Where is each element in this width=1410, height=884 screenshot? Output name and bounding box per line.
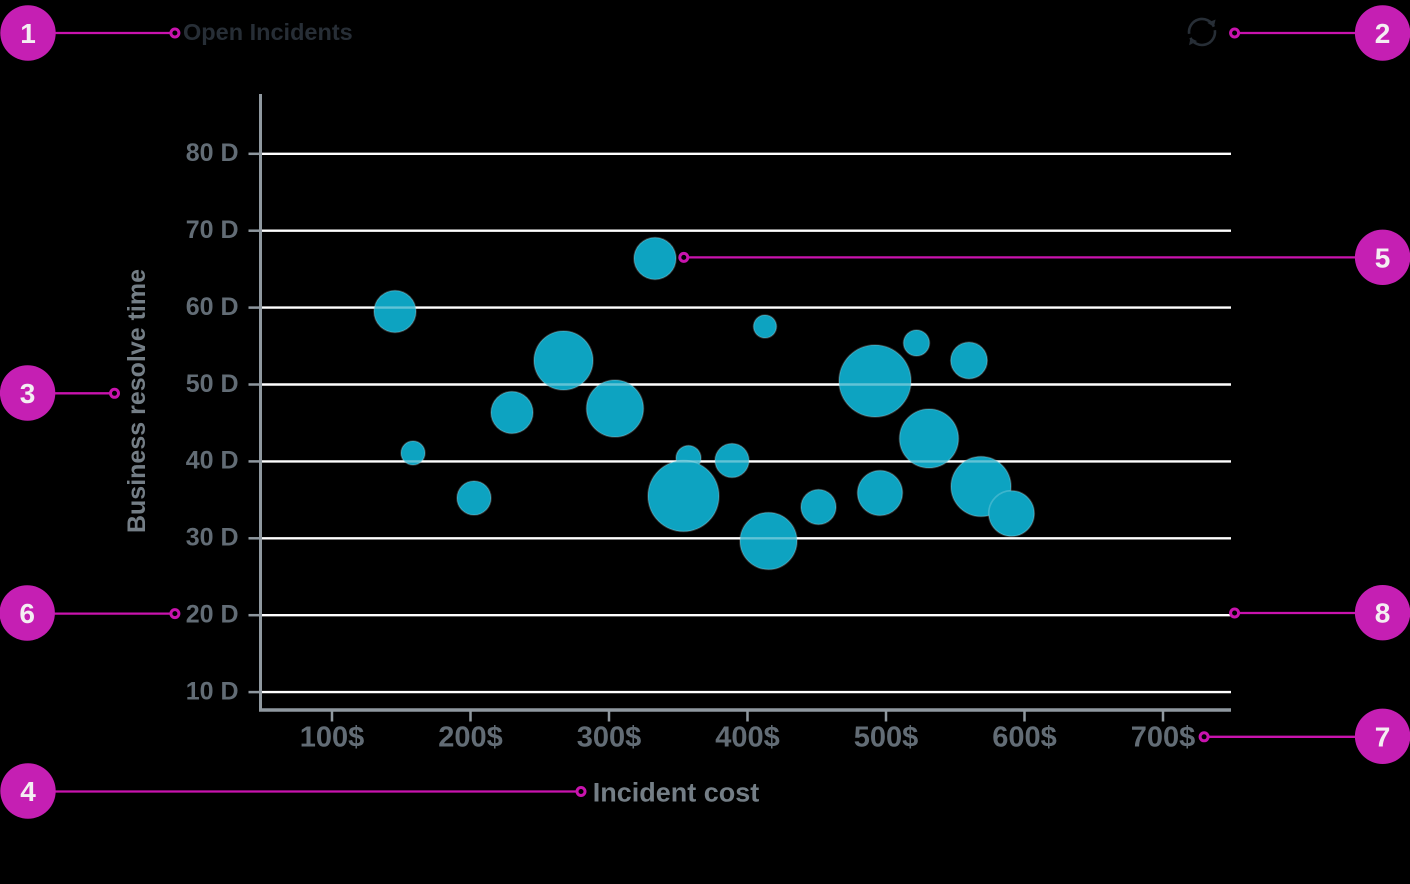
svg-text:300$: 300$ (577, 722, 642, 754)
svg-text:400$: 400$ (715, 722, 780, 754)
svg-text:4: 4 (20, 776, 36, 807)
svg-text:500$: 500$ (854, 722, 919, 754)
svg-text:10 D: 10 D (186, 677, 239, 705)
svg-text:100$: 100$ (300, 722, 365, 754)
svg-text:80 D: 80 D (186, 139, 239, 167)
svg-text:6: 6 (19, 598, 35, 629)
svg-text:7: 7 (1375, 721, 1391, 752)
svg-text:1: 1 (20, 18, 36, 49)
svg-text:20 D: 20 D (186, 601, 239, 629)
svg-text:700$: 700$ (1131, 722, 1196, 754)
svg-text:8: 8 (1375, 598, 1391, 629)
svg-text:Incident cost: Incident cost (593, 778, 760, 808)
svg-text:Open Incidents: Open Incidents (183, 19, 353, 45)
svg-text:40 D: 40 D (186, 447, 239, 475)
svg-text:3: 3 (20, 378, 36, 409)
svg-text:Business resolve time: Business resolve time (123, 269, 151, 533)
svg-text:60 D: 60 D (186, 293, 239, 321)
svg-text:5: 5 (1375, 242, 1391, 273)
svg-text:70 D: 70 D (186, 216, 239, 244)
svg-text:30 D: 30 D (186, 524, 239, 552)
svg-text:2: 2 (1375, 18, 1391, 49)
svg-text:600$: 600$ (992, 722, 1057, 754)
svg-text:50 D: 50 D (186, 370, 239, 398)
svg-text:200$: 200$ (438, 722, 503, 754)
